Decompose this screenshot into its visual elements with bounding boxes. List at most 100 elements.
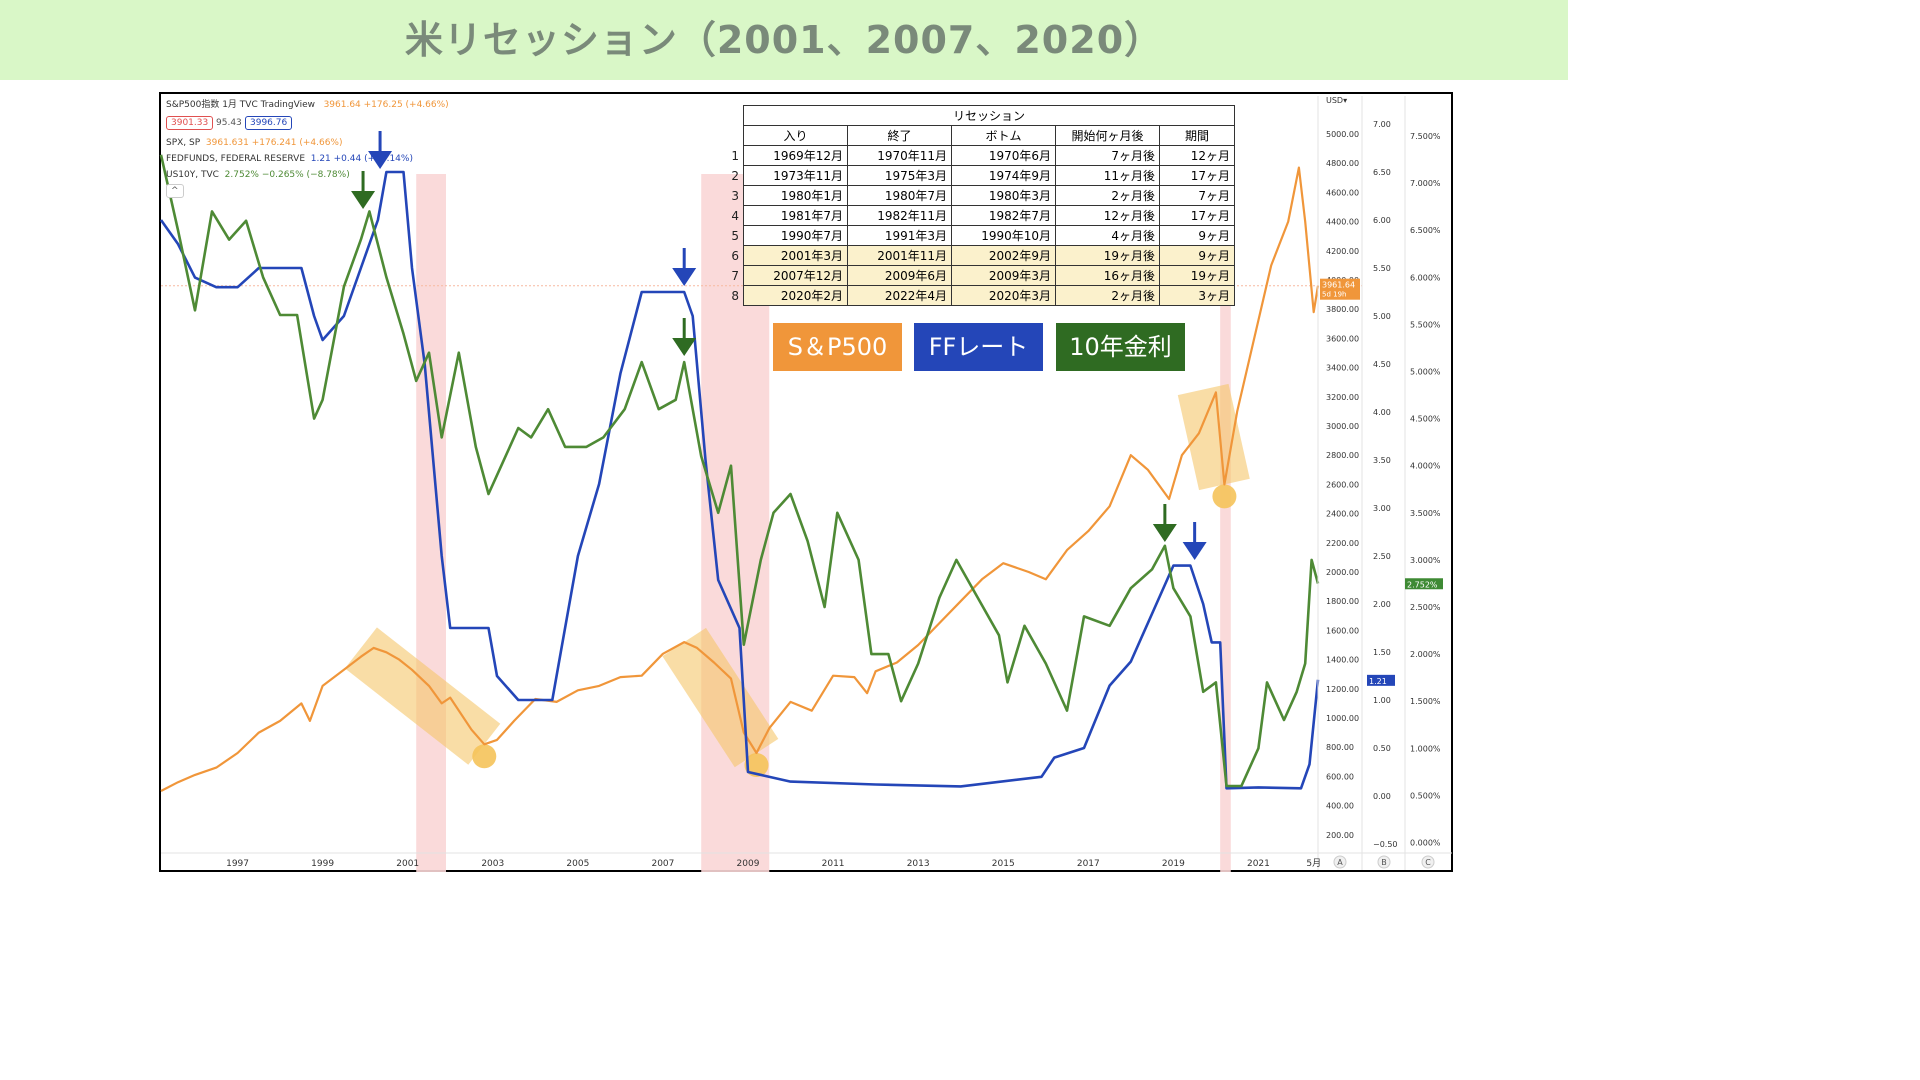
ff-axis-tick: 6.50	[1373, 168, 1391, 177]
header-bottom: ボトム	[951, 125, 1056, 146]
table-cell: 4ヶ月後	[1055, 225, 1160, 246]
spx-axis-tick: 3400.00	[1326, 364, 1359, 373]
table-cell: 1970年6月	[951, 145, 1056, 166]
table-cell: 19ヶ月	[1159, 265, 1235, 286]
peak-arrow-ff-head	[672, 268, 697, 286]
peak-arrow-ff-head	[368, 151, 393, 169]
title-banner: 米リセッション（2001、2007、2020）	[0, 0, 1568, 80]
table-cell: 1975年3月	[847, 165, 952, 186]
spx-legend[interactable]: SPX, SP 3961.631 +176.241 (+4.66%)	[166, 138, 342, 148]
ff-axis-tick: 3.50	[1373, 456, 1391, 465]
table-cell: 1980年3月	[951, 185, 1056, 206]
row-index: 4	[731, 208, 739, 223]
x-axis-tick: 2009	[737, 859, 760, 869]
us10-axis-tick: 2.000%	[1410, 650, 1441, 659]
table-cell: 1982年7月	[951, 205, 1056, 226]
table-cell: 11ヶ月後	[1055, 165, 1160, 186]
table-cell: 2ヶ月後	[1055, 285, 1160, 306]
table-cell: 17ヶ月	[1159, 165, 1235, 186]
axis-footer-button-bg	[1377, 855, 1391, 869]
ff-axis-tick: −0.50	[1373, 840, 1398, 849]
spx-axis-tick: 4200.00	[1326, 247, 1359, 256]
table-row: 2 1973年11月 1975年3月 1974年9月 11ヶ月後 17ヶ月	[725, 165, 1235, 186]
spx-axis-tick: 2000.00	[1326, 568, 1359, 577]
axis-footer-button[interactable]: B	[1381, 858, 1387, 867]
us10-axis-tick: 2.500%	[1410, 603, 1441, 612]
us10-axis-tick: 6.500%	[1410, 226, 1441, 235]
x-axis-tick: 2015	[992, 859, 1015, 869]
spx-axis-unit: USD▾	[1326, 96, 1347, 105]
header-months-after: 開始何ヶ月後	[1055, 125, 1160, 146]
us10-axis-tick: 5.500%	[1410, 320, 1441, 329]
spx-axis-tick: 2400.00	[1326, 510, 1359, 519]
table-cell: 1991年3月	[847, 225, 952, 246]
table-cell: 1973年11月	[743, 165, 848, 186]
ff-axis-tick: 2.50	[1373, 552, 1391, 561]
us10-legend[interactable]: US10Y, TVC 2.752% −0.265% (−8.78%)	[166, 170, 350, 180]
table-cell: 19ヶ月後	[1055, 245, 1160, 266]
table-cell: 1981年7月	[743, 205, 848, 226]
peak-arrow-us10-head	[672, 338, 697, 356]
table-cell: 17ヶ月	[1159, 205, 1235, 226]
page-title: 米リセッション（2001、2007、2020）	[404, 18, 1164, 62]
us10-axis-tick: 5.000%	[1410, 368, 1441, 377]
table-row: 1 1969年12月 1970年11月 1970年6月 7ヶ月後 12ヶ月	[725, 145, 1235, 166]
x-axis-tick: 2001	[396, 859, 419, 869]
spx-last-label-sub: 5d 19h	[1322, 291, 1346, 299]
us10-legend-value: 2.752% −0.265% (−8.78%)	[224, 170, 350, 180]
spx-last-label: 3961.64	[1322, 281, 1355, 290]
recession-table: リセッション 入り 終了 ボトム 開始何ヶ月後 期間 1 1969年12月 1970…	[725, 105, 1235, 306]
us10-axis-tick: 7.000%	[1410, 179, 1441, 188]
ff-axis-tick: 4.50	[1373, 360, 1391, 369]
us10-axis-tick: 0.500%	[1410, 791, 1441, 800]
trend-highlight	[662, 627, 779, 768]
spx-axis-tick: 1200.00	[1326, 685, 1359, 694]
collapse-legend-button[interactable]: ^	[166, 184, 184, 198]
table-row: 8 2020年2月 2022年4月 2020年3月 2ヶ月後 3ヶ月	[725, 285, 1235, 306]
us10-axis-tick: 4.000%	[1410, 462, 1441, 471]
axis-footer-button[interactable]: C	[1425, 858, 1431, 867]
bottom-marker	[1212, 484, 1237, 509]
table-row: 5 1990年7月 1991年3月 1990年10月 4ヶ月後 9ヶ月	[725, 225, 1235, 246]
ff-last-label: 1.21	[1369, 677, 1387, 686]
table-row: 7 2007年12月 2009年6月 2009年3月 16ヶ月後 19ヶ月	[725, 265, 1235, 286]
table-cell: 2001年11月	[847, 245, 952, 266]
table-cell: 12ヶ月	[1159, 145, 1235, 166]
series-spx	[160, 166, 1320, 792]
us10-axis-tick: 3.000%	[1410, 556, 1441, 565]
spx-axis-tick: 4400.00	[1326, 218, 1359, 227]
bottom-marker	[472, 744, 497, 769]
us10-axis-tick: 6.000%	[1410, 273, 1441, 282]
table-cell: 2ヶ月後	[1055, 185, 1160, 206]
table-cell: 2022年4月	[847, 285, 952, 306]
spx-axis-tick: 4800.00	[1326, 159, 1359, 168]
spx-axis-tick: 600.00	[1326, 772, 1354, 781]
ff-legend-value: 1.21 +0.44 (+57.14%)	[310, 154, 413, 164]
peak-arrow-us10-head	[1152, 524, 1177, 542]
ff-legend[interactable]: FEDFUNDS, FEDERAL RESERVE 1.21 +0.44 (+5…	[166, 154, 413, 164]
row-index: 5	[731, 228, 739, 243]
table-cell: 3ヶ月	[1159, 285, 1235, 306]
table-row: 6 2001年3月 2001年11月 2002年9月 19ヶ月後 9ヶ月	[725, 245, 1235, 266]
bid-badge[interactable]: 3901.33	[166, 116, 214, 130]
tag-ff: FFレート	[914, 323, 1043, 371]
table-cell: 9ヶ月	[1159, 225, 1235, 246]
tag-spx: S＆P500	[773, 323, 902, 371]
us10-axis-tick: 3.500%	[1410, 509, 1441, 518]
spx-axis-tick: 3200.00	[1326, 393, 1359, 402]
axis-footer-button[interactable]: A	[1337, 858, 1343, 867]
ff-axis-tick: 0.00	[1373, 792, 1391, 801]
x-axis-tick: 2003	[481, 859, 504, 869]
spx-axis-tick: 2800.00	[1326, 451, 1359, 460]
tag-us10: 10年金利	[1056, 323, 1185, 371]
table-cell: 2001年3月	[743, 245, 848, 266]
row-index: 1	[731, 148, 739, 163]
chart-svg: USD▾5000.004800.004600.004400.004200.004…	[159, 96, 1452, 872]
bottom-marker	[744, 753, 769, 778]
spx-axis-tick: 3600.00	[1326, 334, 1359, 343]
ask-badge[interactable]: 3996.76	[245, 116, 293, 130]
ff-axis-tick: 6.00	[1373, 216, 1391, 225]
series-us10y	[159, 154, 1320, 788]
table-cell: 2009年6月	[847, 265, 952, 286]
x-axis-tick: 1997	[226, 859, 249, 869]
